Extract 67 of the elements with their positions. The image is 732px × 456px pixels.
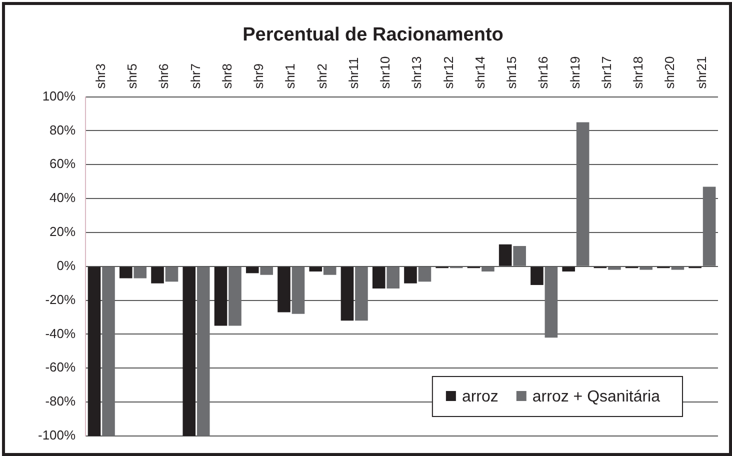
bar — [513, 246, 526, 266]
x-tick-label: shr19 — [567, 56, 582, 89]
bar — [530, 266, 544, 286]
x-tick-label: shr14 — [472, 56, 488, 89]
bar — [165, 266, 178, 282]
bar — [134, 266, 147, 278]
x-tick-label: shr3 — [92, 64, 108, 89]
bar — [482, 266, 494, 272]
x-tick-label: shr16 — [536, 56, 551, 89]
x-tick-label: shr21 — [694, 56, 709, 89]
y-tick-label: -100% — [38, 428, 76, 443]
bar — [608, 266, 621, 270]
bar — [228, 266, 242, 326]
bar — [292, 266, 305, 314]
bar — [498, 244, 512, 266]
bar — [323, 266, 336, 275]
x-tick-label: shr20 — [662, 56, 678, 89]
y-tick-label: -40% — [45, 326, 76, 341]
bar — [278, 266, 290, 312]
y-tick-label: -80% — [45, 394, 76, 409]
x-tick-label: shr10 — [378, 56, 393, 89]
legend-label: arroz + Qsanitária — [532, 388, 660, 406]
x-tick-label: shr15 — [504, 56, 520, 89]
x-tick-label: shr17 — [598, 56, 614, 89]
x-tick-label: shr12 — [440, 56, 456, 89]
bar — [702, 186, 716, 266]
x-tick-label: shr6 — [156, 64, 172, 89]
bar — [309, 266, 322, 272]
bar — [671, 266, 684, 270]
x-tick-label: shr7 — [188, 64, 203, 89]
x-tick-label: shr11 — [346, 57, 361, 89]
x-tick-label: shr9 — [251, 64, 266, 89]
bar — [102, 266, 115, 436]
bar — [404, 266, 417, 284]
y-tick-label: -20% — [45, 292, 76, 307]
bar — [340, 266, 354, 321]
bar — [196, 266, 210, 436]
bar — [386, 266, 400, 288]
x-tick-label: shr13 — [409, 56, 424, 89]
y-tick-label: -60% — [45, 360, 76, 375]
bar — [246, 266, 259, 274]
y-tick-label: 100% — [42, 88, 76, 104]
bar — [88, 266, 101, 436]
bar — [544, 266, 558, 338]
bar — [355, 266, 368, 321]
chart-title: Percentual de Racionamento — [242, 24, 504, 46]
x-tick-label: shr8 — [219, 64, 234, 89]
x-tick-label: shr5 — [124, 64, 140, 89]
y-tick-label: 0% — [56, 258, 76, 273]
bar — [151, 266, 164, 284]
x-tick-label: shr2 — [314, 64, 330, 89]
y-tick-label: 60% — [50, 156, 76, 172]
bar — [640, 266, 652, 270]
bar — [562, 266, 575, 272]
bar — [260, 266, 274, 275]
bar — [182, 266, 196, 436]
x-tick-label: shr1 — [282, 64, 298, 89]
bar — [119, 266, 132, 278]
y-tick-label: 40% — [50, 190, 76, 206]
y-tick-label: 80% — [50, 122, 76, 138]
bar — [214, 266, 228, 326]
bar — [372, 266, 386, 288]
bar — [576, 122, 590, 266]
legend-label: arroz — [462, 388, 498, 406]
x-tick-label: shr18 — [630, 56, 646, 89]
y-tick-label: 20% — [50, 224, 76, 240]
bar — [418, 266, 432, 282]
